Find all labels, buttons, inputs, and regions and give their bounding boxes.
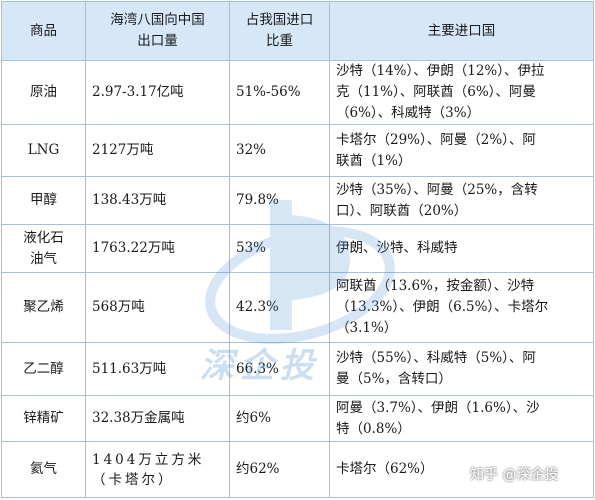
- header-product: 商品: [1, 1, 86, 61]
- table-row: 锌精矿 32.38万金属吨 约6% 阿曼（3.7%）、伊朗（1.6%）、沙 特（0…: [1, 395, 594, 442]
- sources-cell: 阿曼（3.7%）、伊朗（1.6%）、沙 特（0.8%）: [329, 395, 594, 442]
- product-cell: 乙二醇: [1, 342, 86, 396]
- volume-cell: 2.97-3.17亿吨: [85, 60, 230, 125]
- table-row: 液化石 油气 1763.22万吨 53% 伊朗、沙特、科威特: [1, 224, 594, 273]
- table-row: 乙二醇 511.63万吨 66.3% 沙特（55%）、科威特（5%）、阿 曼（5%…: [1, 342, 594, 396]
- volume-cell: 511.63万吨: [85, 342, 230, 396]
- volume-cell: 32.38万金属吨: [85, 395, 230, 442]
- share-cell: 79.8%: [229, 176, 330, 225]
- header-export: 海湾八国向中国 出口量: [85, 1, 230, 61]
- product-cell: 聚乙烯: [1, 272, 86, 343]
- share-cell: 51%-56%: [229, 60, 330, 125]
- volume-cell: 568万吨: [85, 272, 230, 343]
- table-row: 聚乙烯 568万吨 42.3% 阿联酋（13.6%，按金额）、沙特 （13.3%）…: [1, 272, 594, 343]
- share-cell: 42.3%: [229, 272, 330, 343]
- table-row: 原油 2.97-3.17亿吨 51%-56% 沙特（14%）、伊朗（12%）、伊…: [1, 60, 594, 125]
- table-row: LNG 2127万吨 32% 卡塔尔（29%）、阿曼（2%）、阿 联酋（1%）: [1, 124, 594, 177]
- sources-cell: 沙特（55%）、科威特（5%）、阿 曼（5%，含转口）: [329, 342, 594, 396]
- share-cell: 约62%: [229, 441, 330, 498]
- header-row: 商品 海湾八国向中国 出口量 占我国进口 比重 主要进口国: [1, 1, 594, 61]
- sources-cell: 阿联酋（13.6%，按金额）、沙特 （13.3%）、伊朗（6.5%）、卡塔尔 （3.…: [329, 272, 594, 343]
- product-cell: 原油: [1, 60, 86, 125]
- product-cell: 甲醇: [1, 176, 86, 225]
- sources-cell: 卡塔尔（62%）: [329, 441, 594, 498]
- header-sources: 主要进口国: [329, 1, 594, 61]
- share-cell: 53%: [229, 224, 330, 273]
- sources-cell: 卡塔尔（29%）、阿曼（2%）、阿 联酋（1%）: [329, 124, 594, 177]
- header-share: 占我国进口 比重: [229, 1, 330, 61]
- product-cell: 氦气: [1, 441, 86, 498]
- volume-cell: 1763.22万吨: [85, 224, 230, 273]
- source-credit: 知乎 @深企投: [470, 467, 559, 483]
- product-cell: LNG: [1, 124, 86, 177]
- sources-cell: 沙特（35%）、阿曼（25%，含转 口）、阿联酋（20%）: [329, 176, 594, 225]
- table-row: 氦气 1404万立方米 （卡塔尔） 约62% 卡塔尔（62%）: [1, 441, 594, 498]
- volume-cell: 1404万立方米 （卡塔尔）: [85, 441, 230, 498]
- volume-cell: 138.43万吨: [85, 176, 230, 225]
- volume-cell: 2127万吨: [85, 124, 230, 177]
- table-row: 甲醇 138.43万吨 79.8% 沙特（35%）、阿曼（25%，含转 口）、阿联…: [1, 176, 594, 225]
- sources-cell: 沙特（14%）、伊朗（12%）、伊拉 克（11%）、阿联酋（6%）、阿曼 （6%）、…: [329, 60, 594, 125]
- share-cell: 66.3%: [229, 342, 330, 396]
- product-cell: 液化石 油气: [1, 224, 86, 273]
- product-cell: 锌精矿: [1, 395, 86, 442]
- sources-cell: 伊朗、沙特、科威特: [329, 224, 594, 273]
- share-cell: 32%: [229, 124, 330, 177]
- share-cell: 约6%: [229, 395, 330, 442]
